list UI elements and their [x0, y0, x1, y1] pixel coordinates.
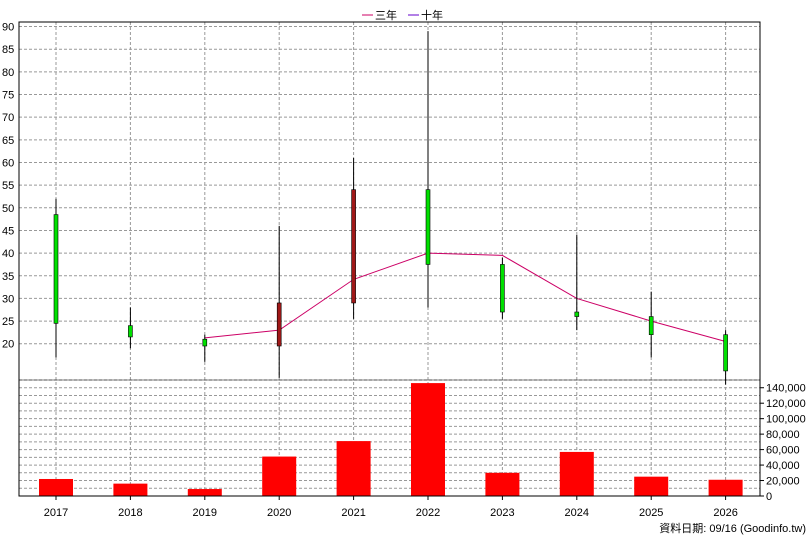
price-tick-label: 55 [2, 180, 14, 192]
candle-body [425, 189, 431, 265]
x-tick-label: 2023 [490, 507, 514, 519]
ma-3yr-line [204, 252, 726, 342]
x-tick-label: 2026 [713, 507, 737, 519]
volume-tick-label: 20,000 [766, 476, 800, 488]
candlestick [425, 31, 431, 308]
x-tick-label: 2019 [193, 507, 217, 519]
volume-tick-label: 0 [766, 491, 772, 503]
candle-body [202, 338, 208, 347]
price-axis-ticks: 20 25 30 35 40 45 50 55 60 65 70 75 80 85 90 [2, 22, 14, 351]
x-tick-label: 2025 [639, 507, 663, 519]
volume-bar [39, 478, 73, 496]
price-tick-label: 45 [2, 225, 14, 237]
candlestick [351, 157, 356, 319]
candlestick [53, 198, 59, 358]
plot-border [18, 21, 761, 497]
price-tick-label: 40 [2, 248, 14, 260]
volume-tick-label: 100,000 [766, 414, 806, 426]
candle-body [574, 311, 580, 317]
volume-tick-label: 40,000 [766, 460, 800, 472]
candle-body [53, 214, 59, 324]
price-tick-label: 30 [2, 293, 14, 305]
volume-axis-ticks: 0 20,000 40,000 60,000 80,000 100,000 120,000 1… [760, 383, 806, 503]
candle-body [723, 334, 728, 372]
data-date-footer: 資料日期: 09/16 (Goodinfo.tw) [659, 521, 806, 535]
candlesticks [53, 31, 728, 385]
volume-grid [19, 379, 760, 489]
volume-bar [262, 456, 297, 496]
x-tick-label: 2022 [416, 507, 440, 519]
volume-tick-label: 60,000 [766, 445, 800, 457]
volume-bar [634, 476, 669, 496]
volume-bar [187, 489, 222, 496]
candlestick [500, 257, 505, 319]
volume-tick-label: 140,000 [766, 383, 806, 395]
candlestick [574, 234, 580, 331]
volume-bar [113, 483, 148, 496]
volume-bars [39, 383, 743, 496]
legend-label-10yr: 十年 [421, 8, 443, 22]
price-tick-label: 90 [2, 22, 14, 34]
candle-body [276, 302, 282, 347]
moving-average-line [204, 252, 726, 342]
plot-frame [18, 21, 761, 497]
x-tick-label: 2017 [44, 507, 68, 519]
price-tick-label: 60 [2, 157, 14, 169]
legend-label-3yr: 三年 [375, 8, 397, 22]
candlestick [648, 291, 654, 358]
candle-body [648, 316, 654, 335]
candle-body [128, 325, 133, 338]
candlestick [276, 225, 282, 378]
candle-body [500, 264, 505, 313]
price-tick-label: 75 [2, 90, 14, 102]
volume-bar [485, 472, 520, 496]
candlestick [723, 330, 728, 385]
price-tick-label: 35 [2, 271, 14, 283]
price-grid [19, 22, 760, 496]
volume-tick-label: 120,000 [766, 398, 806, 410]
volume-tick-label: 80,000 [766, 429, 800, 441]
x-tick-label: 2024 [565, 507, 589, 519]
volume-bar [336, 441, 371, 496]
price-tick-label: 25 [2, 316, 14, 328]
legend: 三年 十年 [362, 8, 443, 22]
volume-bar [411, 383, 445, 496]
x-tick-label: 2018 [118, 507, 142, 519]
candlestick [128, 307, 133, 349]
price-tick-label: 65 [2, 135, 14, 147]
candle-body [351, 189, 356, 304]
volume-bar [559, 451, 594, 496]
price-tick-label: 85 [2, 44, 14, 56]
price-tick-label: 70 [2, 112, 14, 124]
x-axis-ticks: 2017 2018 2019 2020 2021 2022 2023 2024 2025 2026 [44, 496, 738, 519]
candlestick [202, 334, 208, 362]
price-tick-label: 50 [2, 203, 14, 215]
volume-bar [708, 479, 743, 496]
x-tick-label: 2020 [267, 507, 291, 519]
x-tick-label: 2021 [341, 507, 365, 519]
price-tick-label: 20 [2, 339, 14, 351]
price-tick-label: 80 [2, 67, 14, 79]
